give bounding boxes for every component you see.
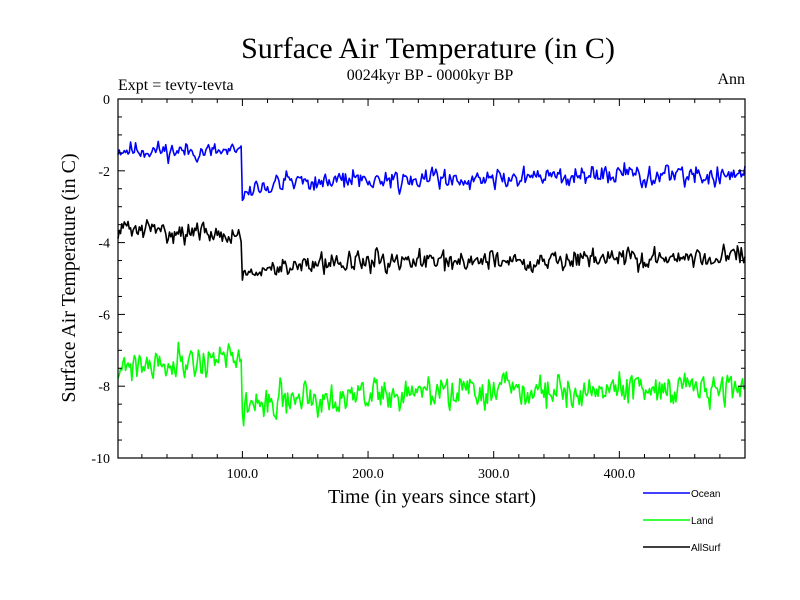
chart-subtitle: 0024kyr BP - 0000kyr BP bbox=[347, 67, 514, 84]
y-axis-label: Surface Air Temperature (in C) bbox=[58, 153, 80, 402]
legend: Ocean Land AllSurf bbox=[643, 489, 721, 554]
legend-label-land: Land bbox=[691, 516, 713, 527]
y-tick-label: -2 bbox=[98, 165, 110, 180]
x-tick-label: 100.0 bbox=[227, 467, 259, 482]
series-line-land bbox=[117, 341, 746, 427]
plot-lines bbox=[117, 140, 746, 427]
experiment-label: Expt = tevty-tevta bbox=[118, 77, 234, 94]
x-tick-label: 400.0 bbox=[604, 467, 636, 482]
series-line-allsurf bbox=[117, 219, 746, 281]
season-label: Ann bbox=[717, 71, 745, 88]
x-tick-label: 300.0 bbox=[478, 467, 510, 482]
y-tick-label: 0 bbox=[103, 93, 110, 108]
series-line-ocean bbox=[117, 140, 746, 202]
legend-label-allsurf: AllSurf bbox=[691, 543, 721, 554]
chart-title: Surface Air Temperature (in C) bbox=[241, 32, 615, 65]
x-axis-label: Time (in years since start) bbox=[328, 486, 536, 508]
y-tick-label: -4 bbox=[98, 237, 110, 252]
axis-ticks: 100.0 200.0 300.0 400.0 0 -2 -4 -6 -8 -10 bbox=[91, 93, 745, 482]
y-tick-label: -8 bbox=[98, 380, 110, 395]
legend-label-ocean: Ocean bbox=[691, 489, 720, 500]
x-tick-label: 200.0 bbox=[352, 467, 384, 482]
y-tick-label: -10 bbox=[91, 452, 110, 467]
y-tick-label: -6 bbox=[98, 308, 110, 323]
